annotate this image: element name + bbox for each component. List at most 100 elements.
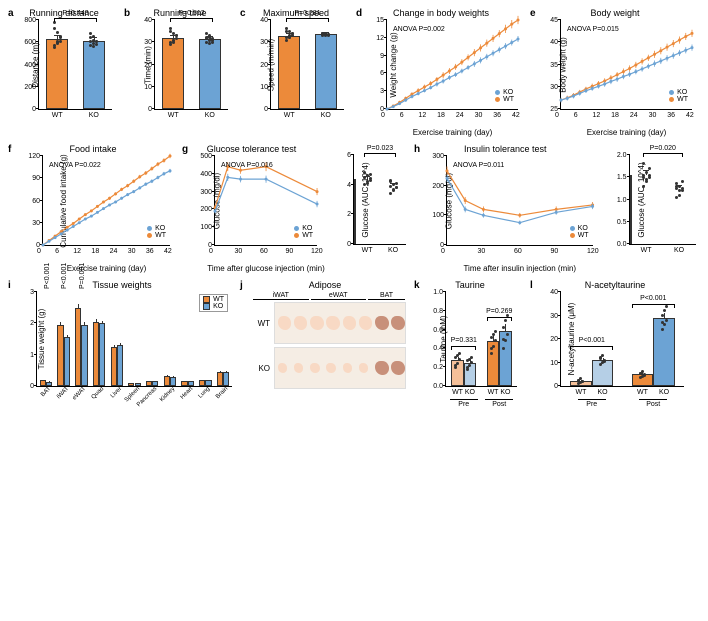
panel-g: g Glucose tolerance test Glucose (mg/dl)… xyxy=(182,144,410,274)
group-label: Post xyxy=(485,399,513,408)
ytick: 400 xyxy=(24,62,36,69)
ytick: 45 xyxy=(550,17,558,24)
group-label: Post xyxy=(639,399,667,408)
ylabel: Taurine (mM) xyxy=(439,315,448,362)
panel-title: Taurine xyxy=(414,280,526,290)
xtick: 90 xyxy=(286,248,294,255)
bar-plot: Time (min) 010203040WTKOP=0.512 xyxy=(154,20,228,110)
column-header: BAT xyxy=(368,292,405,300)
ylabel: N-acetyltaurine (μM) xyxy=(567,303,576,376)
xtick: Brain xyxy=(215,386,229,400)
xtick: 6 xyxy=(400,112,404,119)
xtick: 18 xyxy=(437,112,445,119)
ytick: 30 xyxy=(260,39,268,46)
xtick: 42 xyxy=(686,112,694,119)
ytick: 60 xyxy=(32,198,40,205)
panel-label: j xyxy=(240,280,243,291)
panel-label: g xyxy=(182,144,188,155)
bar-plot: Speed (m/min) 010203040WTKOP=0.281 xyxy=(270,20,344,110)
panel-label: b xyxy=(124,8,130,19)
ytick: 90 xyxy=(32,175,40,182)
xtick: KO xyxy=(84,112,104,119)
legend: KOWT xyxy=(669,89,688,103)
legend: KOWT xyxy=(570,225,589,239)
ytick: 300 xyxy=(432,153,444,160)
legend: KOWT xyxy=(294,225,313,239)
pvalue-text: P=0.020 xyxy=(650,145,676,152)
ytick: 12 xyxy=(376,35,384,42)
anova-text: ANOVA P=0.022 xyxy=(49,162,101,169)
xtick: KO xyxy=(383,247,403,254)
ytick: 0.5 xyxy=(617,219,627,226)
xtick: 12 xyxy=(73,248,81,255)
xtick: 60 xyxy=(260,248,268,255)
ytick: 200 xyxy=(24,84,36,91)
xtick: 6 xyxy=(55,248,59,255)
ytick: 40 xyxy=(550,289,558,296)
xtick: 90 xyxy=(551,248,559,255)
ytick: 1.0 xyxy=(433,289,443,296)
panel-label: a xyxy=(8,8,14,19)
pvalue-text: P=0.023 xyxy=(367,145,393,152)
column-header: eWAT xyxy=(311,292,367,300)
panel-label: e xyxy=(530,8,536,19)
pvalue-text: P=0.269 xyxy=(486,308,512,315)
xlabel: Exercise training (day) xyxy=(413,128,493,137)
ytick: 1.0 xyxy=(617,197,627,204)
adipose-photo xyxy=(274,347,406,389)
line-plot: Cumulative food intake (g) Exercise trai… xyxy=(42,156,170,246)
adipose-photo xyxy=(274,302,406,344)
xtick: Kidney xyxy=(159,386,176,403)
ytick: 35 xyxy=(550,62,558,69)
ytick: 40 xyxy=(260,17,268,24)
xtick: WT xyxy=(357,247,377,254)
legend: KOWT xyxy=(147,225,166,239)
anova-text: ANOVA P=0.015 xyxy=(567,26,619,33)
xtick: 6 xyxy=(574,112,578,119)
xtick: KO xyxy=(669,247,689,254)
xtick: 24 xyxy=(630,112,638,119)
ytick: 500 xyxy=(200,153,212,160)
xtick: 24 xyxy=(456,112,464,119)
ytick: 10 xyxy=(550,360,558,367)
ytick: 100 xyxy=(200,224,212,231)
panel-label: l xyxy=(530,280,533,291)
ytick: 10 xyxy=(260,84,268,91)
panel-e: e Body weight Body weight (g) Exercise t… xyxy=(530,8,700,138)
pvalue-text: P=0.331 xyxy=(451,337,477,344)
ytick: 200 xyxy=(432,183,444,190)
xtick: WT xyxy=(163,112,183,119)
xlabel: Time after insulin injection (min) xyxy=(463,264,576,273)
ytick: 400 xyxy=(200,171,212,178)
group-label: Pre xyxy=(578,399,606,408)
bar xyxy=(278,36,300,109)
ytick: 120 xyxy=(28,153,40,160)
ylabel: Tissue weight (g) xyxy=(37,309,46,370)
grouped-bar-plot: Tissue weight (g) 0123BATiWATP<0.001eWAT… xyxy=(36,292,232,387)
bar xyxy=(199,39,221,109)
xtick: 36 xyxy=(146,248,154,255)
xtick: KO xyxy=(200,112,220,119)
panel-label: f xyxy=(8,144,11,155)
bar xyxy=(630,188,632,244)
ytick: 40 xyxy=(144,17,152,24)
bar-plot: Glucose (AUC, 10^4) 0246WTKOP=0.023 xyxy=(353,155,406,245)
panel-k: k Taurine Taurine (mM) 0.00.20.40.60.81.… xyxy=(414,280,526,427)
bar-plot: Distance (m) 0200400600800WTKOP=0.443 xyxy=(38,20,112,110)
ytick: 300 xyxy=(200,189,212,196)
grouped-bar-plot: N-acetyltaurine (μM) 010203040WTKOPreP<0… xyxy=(560,292,684,387)
ytick: 10 xyxy=(144,84,152,91)
panel-b: b Running time Time (min) 010203040WTKOP… xyxy=(124,8,236,138)
xtick: 0 xyxy=(209,248,213,255)
ytick: 30 xyxy=(550,313,558,320)
panel-j: j Adipose iWATeWATBATWTKO xyxy=(240,280,410,427)
panel-title: Tissue weights xyxy=(8,280,236,290)
ytick: 15 xyxy=(376,17,384,24)
ytick: 0.0 xyxy=(433,383,443,390)
pvalue-text: P<0.001 xyxy=(640,295,666,302)
xlabel: Time after glucose injection (min) xyxy=(207,264,325,273)
xtick: Liver xyxy=(110,386,123,399)
legend: WTKO xyxy=(199,294,228,312)
ytick: 20 xyxy=(260,62,268,69)
ytick: 2.0 xyxy=(617,152,627,159)
